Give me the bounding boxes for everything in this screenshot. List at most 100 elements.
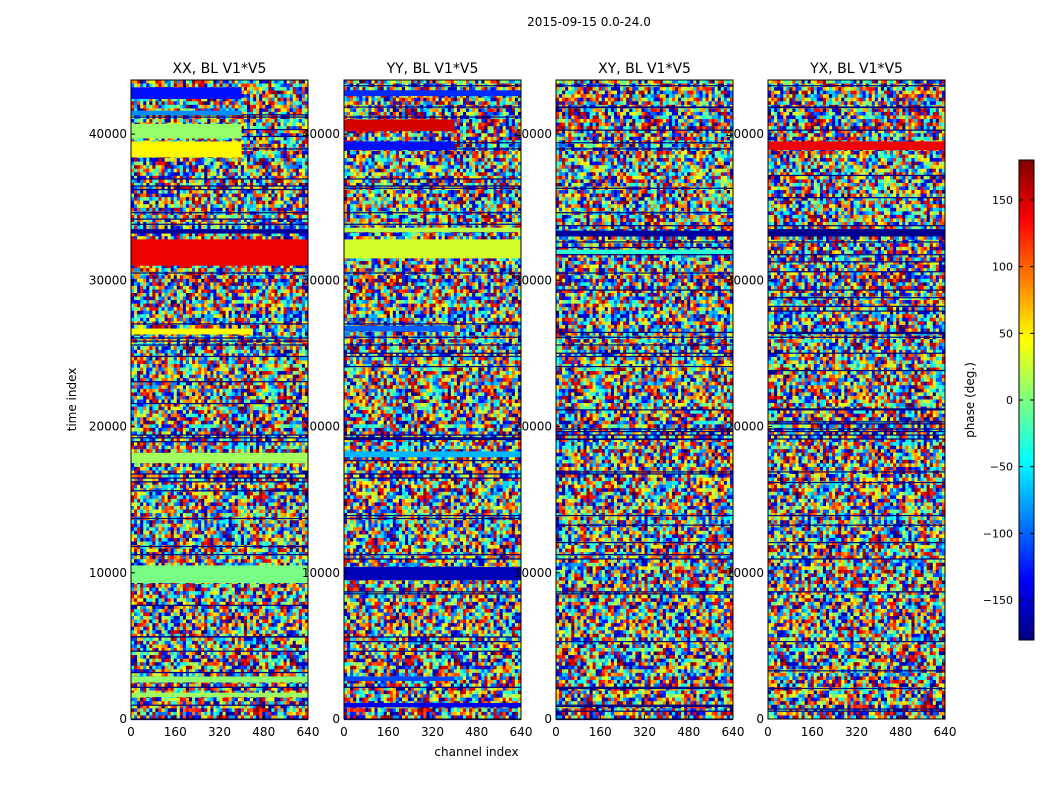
noise-cell (140, 296, 144, 301)
noise-cell (256, 168, 260, 173)
noise-cell (246, 80, 251, 84)
noise-cell (228, 119, 233, 123)
noise-cell (152, 119, 156, 123)
noise-cell (167, 136, 172, 141)
noise-cell (292, 94, 297, 99)
noise-cell (198, 360, 202, 365)
noise-cell (164, 214, 169, 219)
noise-cell (207, 371, 211, 376)
noise-cell (274, 268, 278, 273)
noise-cell (143, 236, 147, 241)
noise-cell (179, 307, 184, 312)
noise-cell (198, 271, 202, 276)
noise-cell (298, 303, 303, 308)
noise-cell (219, 225, 223, 230)
noise-cell (146, 268, 150, 273)
noise-cell (256, 367, 260, 372)
noise-cell (167, 214, 172, 219)
noise-cell (240, 172, 245, 177)
noise-cell (179, 207, 184, 212)
noise-cell (207, 108, 211, 113)
noise-cell (219, 200, 223, 205)
noise-cell (234, 285, 239, 290)
noise-cell (295, 119, 300, 123)
noise-cell (234, 232, 239, 237)
noise-cell (167, 83, 172, 88)
noise-cell (146, 197, 150, 202)
noise-cell (143, 108, 147, 113)
noise-cell (265, 303, 269, 308)
noise-cell (158, 285, 162, 290)
noise-cell (164, 161, 169, 166)
noise-cell (268, 97, 272, 102)
noise-cell (304, 186, 309, 191)
noise-cell (161, 317, 165, 322)
noise-cell (173, 158, 178, 163)
noise-cell (143, 119, 147, 123)
noise-cell (192, 307, 196, 312)
noise-cell (182, 349, 187, 354)
noise-cell (259, 282, 263, 287)
noise-cell (131, 349, 135, 354)
noise-cell (286, 186, 291, 191)
noise-cell (268, 186, 272, 191)
noise-cell (225, 179, 230, 184)
noise-cell (167, 211, 172, 216)
noise-cell (271, 349, 275, 354)
noise-cell (274, 218, 278, 223)
noise-cell (164, 285, 169, 290)
noise-cell (268, 158, 272, 163)
noise-cell (246, 307, 251, 312)
noise-cell (185, 346, 190, 351)
noise-cell (146, 186, 150, 191)
noise-cell (207, 190, 211, 194)
noise-cell (228, 303, 233, 308)
noise-cell (231, 367, 236, 372)
noise-cell (219, 268, 223, 273)
noise-cell (259, 186, 263, 191)
noise-cell (176, 381, 181, 386)
noise-cell (170, 364, 175, 368)
noise-cell (176, 364, 181, 368)
noise-cell (237, 282, 242, 287)
noise-cell (192, 108, 196, 113)
noise-cell (182, 172, 187, 177)
noise-cell (219, 232, 223, 237)
noise-cell (152, 108, 156, 113)
noise-cell (149, 381, 153, 386)
noise-cell (188, 207, 193, 212)
noise-cell (192, 310, 196, 315)
noise-cell (289, 211, 294, 216)
noise-cell (271, 143, 275, 148)
noise-cell (213, 190, 217, 194)
noise-cell (225, 218, 230, 223)
noise-cell (188, 165, 193, 170)
noise-cell (268, 225, 272, 230)
noise-cell (268, 200, 272, 205)
noise-cell (256, 119, 260, 123)
noise-cell (188, 204, 193, 209)
noise-cell (195, 374, 199, 379)
noise-cell (173, 360, 178, 365)
noise-cell (219, 346, 223, 351)
noise-cell (262, 140, 266, 145)
noise-cell (292, 328, 297, 333)
noise-cell (207, 232, 211, 237)
noise-cell (185, 204, 190, 209)
noise-cell (289, 136, 294, 141)
noise-cell (198, 207, 202, 212)
noise-cell (149, 83, 153, 88)
noise-cell (253, 214, 257, 219)
noise-cell (143, 211, 147, 216)
noise-cell (210, 190, 214, 194)
noise-cell (204, 97, 208, 102)
noise-cell (289, 282, 294, 287)
noise-cell (167, 182, 172, 187)
noise-cell (170, 236, 175, 241)
noise-cell (283, 140, 288, 145)
noise-cell (259, 310, 263, 315)
noise-cell (228, 179, 233, 184)
noise-cell (259, 193, 263, 198)
noise-cell (173, 303, 178, 308)
noise-cell (292, 349, 297, 354)
